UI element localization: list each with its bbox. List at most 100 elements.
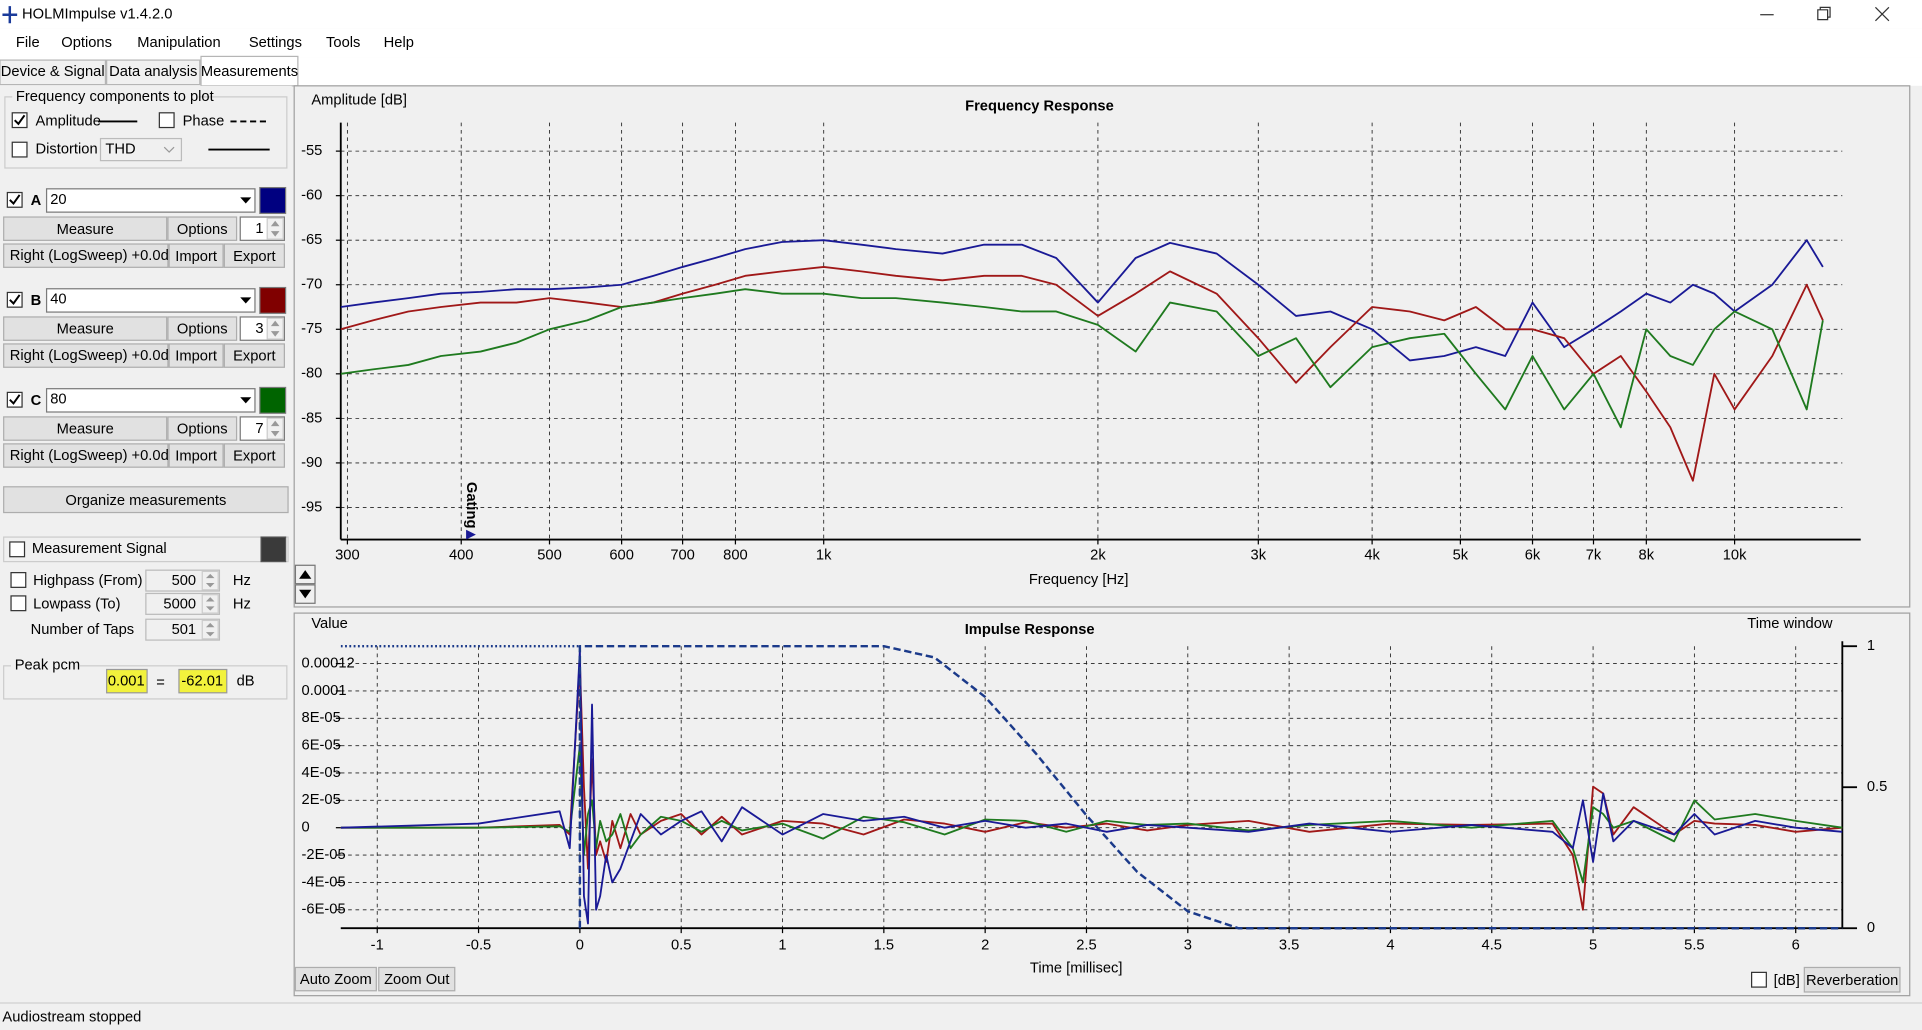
measurement-checkbox[interactable] [6,191,23,208]
measure-button-label: Measure [57,222,114,238]
channel-button[interactable] [3,343,169,368]
distortion-checkbox[interactable] [11,141,28,158]
y-tick-label: -95 [301,499,322,515]
x-axis-label: Frequency [Hz] [1029,572,1129,588]
lowpass-checkbox[interactable] [10,595,27,612]
menu-item[interactable]: File [16,35,40,51]
x-tick-label: 400 [449,547,474,563]
tab[interactable] [106,59,201,86]
auto-zoom-button[interactable] [294,966,377,992]
lowpass-input[interactable] [145,592,221,615]
menu-item[interactable]: Manipulation [137,35,220,51]
measurement-checkbox[interactable] [6,391,23,408]
spin-buttons[interactable] [201,570,219,591]
chart-panel [293,85,1911,608]
chart-title: Impulse Response [965,622,1095,638]
measurement-color[interactable] [259,186,287,214]
measurement-checkbox[interactable] [6,291,23,308]
y-tick-label: -75 [301,321,322,337]
checkbox-label: Distortion [36,141,98,157]
measurement-color[interactable] [259,286,287,314]
signal-checkbox[interactable] [9,541,26,558]
amplitude-checkbox[interactable] [11,112,28,129]
combo-arrow [240,397,252,404]
y-tick-label: 2E-05 [302,792,341,808]
peak-frame [3,665,288,700]
export-button-label: Export [233,349,275,365]
export-button[interactable] [223,343,285,368]
spin-buttons[interactable] [201,594,219,614]
spin-buttons[interactable] [266,417,284,440]
measurement-name-combo[interactable] [45,288,256,313]
menu-item[interactable]: Options [61,35,112,51]
y-tick-label: -80 [301,366,322,382]
measure-button[interactable] [3,216,168,241]
response-curve [340,648,1843,925]
channel-button[interactable] [3,443,169,468]
reverberation-button[interactable] [1803,966,1901,993]
measure-button[interactable] [3,316,168,341]
options-button[interactable] [167,416,238,441]
taps-input[interactable] [145,618,221,641]
measurement-color[interactable] [259,386,287,414]
tab-label[interactable]: Data analysis [109,64,197,80]
channel-label: Right (LogSweep) +0.0dB [10,448,179,464]
check-mark [9,294,21,305]
checkbox-label: Highpass (From) [33,573,142,589]
checkbox-label: Lowpass (To) [33,596,120,612]
menu-bar [0,28,1922,58]
measurement-name-combo[interactable] [45,188,256,213]
x-axis-label: Time [millisec] [1030,961,1123,977]
measure-button[interactable] [3,416,168,441]
y-tick-label: -55 [301,143,322,159]
highpass-input[interactable] [145,569,221,592]
spin-buttons[interactable] [266,217,284,240]
tab-label[interactable]: Measurements [201,64,298,80]
zoom-out-button[interactable] [378,966,456,992]
import-button[interactable] [168,443,224,468]
x-tick-label: 3.5 [1279,937,1299,953]
close-button[interactable] [1874,6,1890,22]
signal-color[interactable] [260,536,287,563]
export-button[interactable] [223,443,285,468]
import-button-label: Import [175,449,217,465]
spin-arrows [205,597,215,611]
highpass-checkbox[interactable] [10,572,27,588]
y-tick-label: -60 [301,188,322,204]
tab[interactable] [0,59,107,86]
options-button[interactable] [167,216,238,241]
menu-item[interactable]: Help [384,35,414,51]
tab[interactable] [200,55,299,87]
response-curve [340,288,1824,429]
group-title: Frequency components to plot [16,89,214,105]
restore-button[interactable] [1817,6,1831,21]
status-text: Audiostream stopped [2,1010,141,1026]
chart-title: Frequency Response [965,99,1114,115]
db-checkbox[interactable] [1751,971,1767,988]
options-button[interactable] [167,316,238,341]
spin-arrows [270,220,280,237]
x-tick-label: 7k [1586,547,1602,563]
measurement-name: 80 [50,392,66,408]
x-tick-label: 2.5 [1076,937,1096,953]
import-button[interactable] [168,343,224,368]
x-tick-label: -0.5 [466,937,491,953]
tab-label[interactable]: Device & Signal [1,64,105,80]
x-tick-label: 1.5 [874,937,894,953]
combo-arrow [163,146,175,153]
chart-panel [293,612,1911,997]
measurement-name-combo[interactable] [45,388,256,413]
spin-buttons[interactable] [266,317,284,340]
organize-button[interactable] [3,486,289,514]
import-button[interactable] [168,243,224,268]
menu-item[interactable]: Settings [249,35,302,51]
menu-item[interactable]: Tools [326,35,360,51]
x-tick-label: 10k [1723,547,1747,563]
export-button[interactable] [223,243,285,268]
distortion-combo[interactable] [99,137,183,162]
phase-checkbox[interactable] [158,112,175,129]
channel-button[interactable] [3,243,169,268]
window-title: HOLMImpulse v1.4.2.0 [22,7,172,23]
spin-buttons[interactable] [201,619,219,640]
